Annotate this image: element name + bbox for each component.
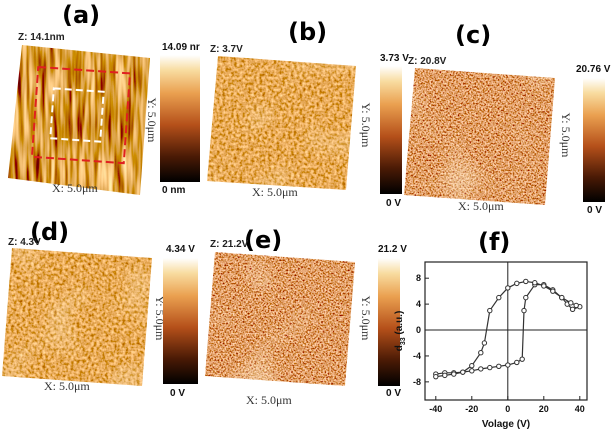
y-title-sub: 33: [400, 337, 407, 345]
y-tick-label: 0: [416, 325, 421, 335]
data-point: [523, 294, 529, 301]
data-point: [505, 362, 511, 368]
data-point: [496, 294, 502, 301]
colorbar-min: 0 V: [170, 388, 185, 399]
data-point: [487, 307, 493, 314]
colorbar-max: 21.2 V: [378, 244, 407, 255]
panel-label: (f): [478, 228, 510, 256]
z-label: Z: 3.7V: [210, 44, 243, 55]
colorbar-max: 4.34 V: [166, 244, 195, 255]
z-label: Z: 20.8V: [408, 56, 447, 67]
x-tick-label: 0: [505, 404, 510, 414]
y-axis-label: Y: 5.0μm: [359, 103, 373, 148]
x-tick-label: 20: [539, 404, 549, 414]
y-axis-title: d33 (a.u.): [394, 311, 407, 352]
colorbar: [163, 258, 198, 384]
colorbar-min: 0 nm: [162, 185, 185, 196]
z-label: Z: 14.1nm: [18, 32, 65, 43]
y-tick-label: -8: [413, 377, 421, 387]
colorbar-max: 14.09 nr: [162, 42, 200, 53]
colorbar: [380, 66, 402, 194]
colorbar-min: 0 V: [587, 205, 602, 216]
x-axis-label: X: 5.0μm: [44, 379, 90, 393]
data-point: [559, 294, 565, 301]
data-point: [487, 364, 493, 371]
colorbar-min: 0 V: [386, 388, 401, 399]
afm-domains: [207, 56, 356, 190]
x-axis-title: Volage (V): [482, 419, 530, 430]
z-label: Z: 21.2V: [210, 239, 249, 250]
data-point: [523, 278, 529, 285]
data-point: [433, 373, 439, 380]
x-axis-label: X: 5.0μm: [246, 393, 292, 407]
data-point: [442, 372, 448, 379]
afm-domains: [2, 248, 152, 386]
y-tick-label: 4: [416, 299, 421, 309]
colorbar: [378, 258, 400, 386]
data-point: [550, 288, 556, 294]
x-axis-label: X: 5.0μm: [458, 199, 504, 213]
panel-label: (a): [62, 1, 100, 29]
data-point: [569, 306, 576, 312]
data-point: [469, 368, 475, 374]
x-tick-label: -20: [465, 404, 478, 414]
x-axis-label: X: 5.0μm: [52, 181, 98, 195]
y-axis-label: Y: 5.0μm: [145, 98, 159, 143]
data-point: [521, 307, 527, 314]
x-tick-label: 40: [575, 404, 585, 414]
afm-image: [8, 45, 150, 195]
z-label: Z: 4.3V: [8, 237, 41, 248]
colorbar: [160, 55, 200, 182]
panel-label: (b): [288, 18, 327, 46]
data-point: [478, 366, 484, 372]
panel-label: (c): [455, 21, 491, 49]
colorbar-max: 20.76 V: [576, 64, 611, 75]
data-point: [532, 280, 538, 286]
x-tick-label: -40: [429, 404, 442, 414]
data-point: [460, 369, 466, 375]
data-point: [481, 340, 488, 346]
data-point: [469, 362, 475, 369]
y-title-unit: (a.u.): [394, 311, 405, 338]
data-point: [514, 359, 520, 366]
data-point: [478, 350, 484, 356]
afm-domains: [205, 252, 355, 386]
colorbar-max: 3.73 V: [380, 53, 409, 64]
colorbar-min: 0 V: [386, 198, 401, 209]
y-tick-label: 8: [416, 273, 421, 283]
y-axis-label: Y: 5.0μm: [559, 113, 573, 158]
data-point: [568, 300, 574, 306]
panel-label: (e): [244, 226, 282, 254]
data-point: [514, 280, 520, 287]
panel-label: (d): [30, 218, 69, 246]
region-marker: [30, 65, 132, 165]
colorbar: [583, 78, 605, 202]
data-point: [451, 371, 457, 377]
y-tick-label: -4: [413, 351, 421, 361]
y-title-main: d: [394, 345, 405, 351]
afm-domains: [404, 68, 555, 205]
y-axis-label: Y: 5.0μm: [359, 296, 373, 341]
x-axis-label: X: 5.0μm: [252, 185, 298, 199]
data-point: [519, 356, 525, 362]
data-point: [505, 285, 511, 291]
plot-frame: [424, 261, 588, 401]
region-marker: [49, 87, 105, 143]
data-point: [541, 283, 547, 289]
data-point: [573, 302, 579, 309]
data-point: [496, 363, 502, 370]
